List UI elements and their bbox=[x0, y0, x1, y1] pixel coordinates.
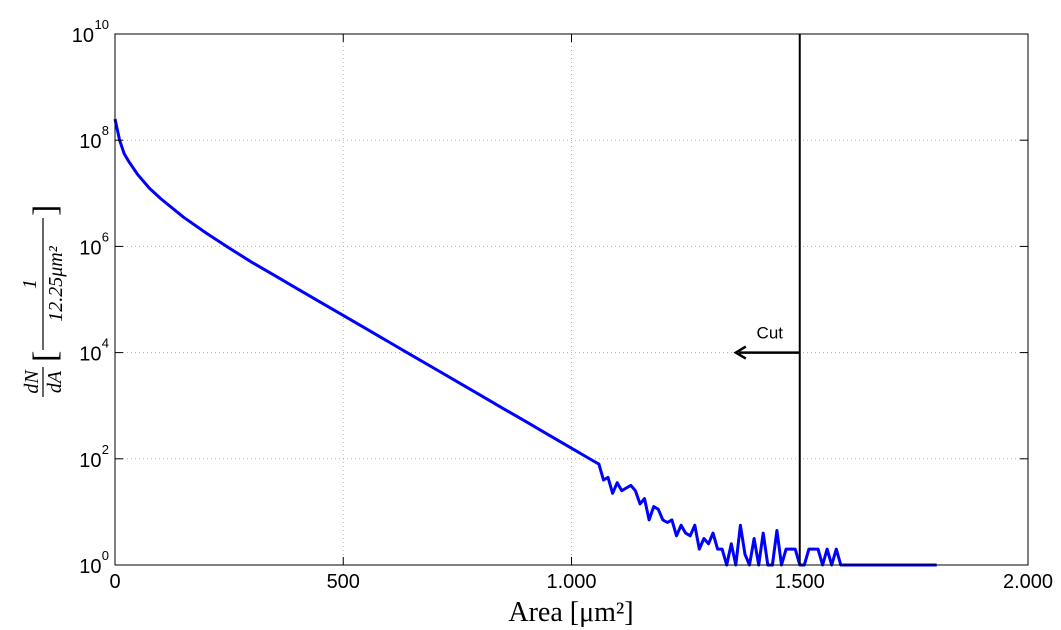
y-tick-exponent: 8 bbox=[102, 123, 109, 138]
y-tick-base: 10 bbox=[79, 344, 101, 366]
y-label-lhs-num: dN bbox=[21, 369, 43, 394]
y-tick-exponent: 0 bbox=[102, 548, 109, 563]
x-axis: 0 500 1.000 1.500 2.000 bbox=[109, 34, 1053, 593]
y-label-lhs-den: dA bbox=[44, 370, 66, 393]
y-label-bracket-right: ] bbox=[27, 205, 64, 216]
y-tick-base: 10 bbox=[79, 237, 101, 259]
y-tick-exponent: 2 bbox=[102, 442, 109, 457]
series-line bbox=[113, 118, 937, 567]
y-tick-label: 102 bbox=[79, 442, 109, 472]
y-tick-base: 10 bbox=[79, 556, 101, 578]
cut-label: Cut bbox=[757, 324, 784, 343]
y-label-rhs-den: 12.25μm² bbox=[45, 245, 67, 321]
x-tick-label: 1.500 bbox=[775, 571, 825, 593]
y-tick-base: 10 bbox=[79, 131, 101, 153]
x-tick-label: 2.000 bbox=[1003, 571, 1053, 593]
y-label-rhs-num: 1 bbox=[19, 279, 41, 289]
y-tick-exponent: 10 bbox=[95, 17, 109, 32]
y-tick-base: 10 bbox=[72, 25, 94, 47]
x-tick-label: 1.000 bbox=[546, 571, 596, 593]
y-tick-label: 100 bbox=[79, 548, 109, 578]
y-tick-label: 104 bbox=[79, 336, 109, 366]
y-axis-label: dN dA [ 1 12.25μm² ] bbox=[19, 205, 67, 397]
y-tick-exponent: 4 bbox=[102, 336, 109, 351]
x-axis-label: Area [μm²] bbox=[508, 597, 633, 628]
y-tick-base: 10 bbox=[79, 450, 101, 472]
x-tick-label: 500 bbox=[327, 571, 360, 593]
y-tick-label: 108 bbox=[79, 123, 109, 153]
series-group bbox=[113, 118, 937, 567]
cut-arrow-head bbox=[733, 345, 747, 360]
y-label-bracket-left: [ bbox=[27, 351, 64, 362]
x-tick-label: 0 bbox=[109, 571, 120, 593]
y-tick-exponent: 6 bbox=[102, 229, 109, 244]
y-tick-label: 106 bbox=[79, 229, 109, 259]
plot-background bbox=[115, 34, 1028, 565]
annotations-group: Cut bbox=[733, 34, 801, 565]
